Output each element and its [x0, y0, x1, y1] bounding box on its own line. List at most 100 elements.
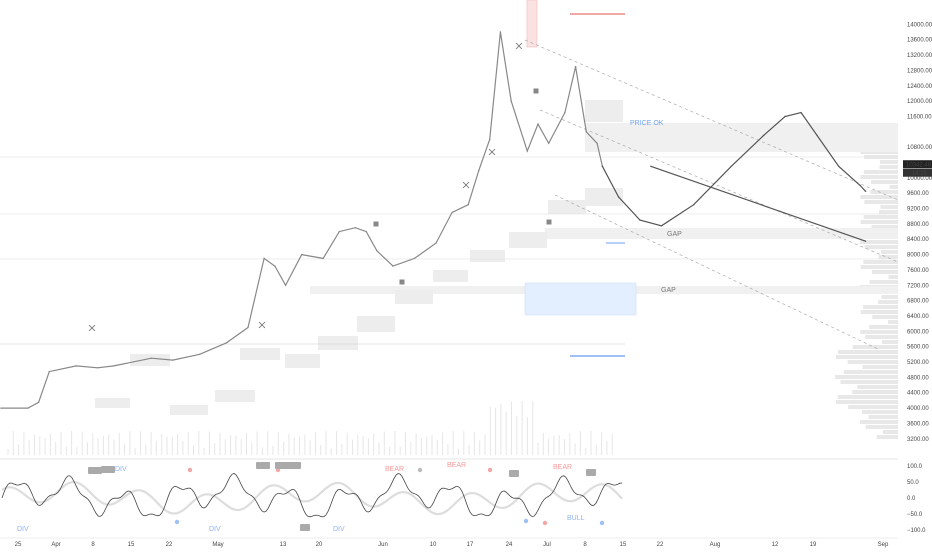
- signal-dot: [487, 467, 493, 473]
- range-box: [395, 290, 433, 304]
- volume-profile-bar: [887, 320, 898, 324]
- price-point: [730, 165, 732, 167]
- volume-profile-bar: [881, 295, 898, 299]
- y-tick-label: 4800.00: [907, 375, 929, 381]
- osc-y-tick-label: −50.0: [907, 512, 923, 518]
- range-box: [318, 336, 358, 350]
- volume-profile-bar: [852, 390, 898, 394]
- y-tick-label: 5600.00: [907, 345, 929, 351]
- range-box: [285, 354, 320, 368]
- square-marker: [533, 88, 539, 94]
- volume-profile-bar: [863, 260, 898, 264]
- oscillator-signal-label: BEAR: [553, 464, 572, 471]
- y-tick-label: 6400.00: [907, 314, 929, 320]
- x-tick-label: 19: [810, 542, 817, 548]
- signal-dot: [417, 467, 423, 473]
- y-tick-label: 13600.00: [907, 38, 932, 44]
- volume-profile-bar: [869, 325, 898, 329]
- price-point: [338, 230, 340, 233]
- price-point: [322, 257, 324, 260]
- x-tick-label: 22: [657, 542, 664, 548]
- x-tick-label: 15: [620, 542, 627, 548]
- price-point: [650, 165, 652, 167]
- price-point: [864, 240, 867, 242]
- volume-profile-bar: [863, 170, 898, 174]
- price-point: [225, 342, 228, 344]
- volume-profile-bar: [871, 225, 898, 229]
- x-tick-label: 25: [15, 542, 22, 548]
- annotation-label: GAP: [667, 231, 682, 238]
- volume-profile-bar: [864, 200, 898, 204]
- oscillator-signal-label: DIV: [17, 526, 29, 533]
- volume-profile-bar: [852, 345, 898, 349]
- price-point: [574, 65, 577, 68]
- osc-y-tick-label: −100.0: [907, 528, 926, 534]
- price-point: [392, 265, 394, 267]
- price-point: [537, 123, 539, 125]
- y-tick-label: 4000.00: [907, 406, 929, 412]
- oscillator-signal-label: DIV: [115, 466, 127, 473]
- oscillator-signal-label: DIV: [333, 526, 345, 533]
- price-point: [354, 227, 357, 229]
- price-point: [435, 242, 437, 244]
- volume-profile-bar: [870, 190, 898, 194]
- price-point: [548, 142, 550, 144]
- price-point: [859, 184, 861, 187]
- price-point: [365, 230, 367, 233]
- price-point: [199, 353, 201, 355]
- background-layer: [0, 0, 899, 455]
- volume-profile-bar: [860, 175, 898, 179]
- price-point: [639, 219, 641, 221]
- y-tick-label: 10800.00: [907, 145, 932, 151]
- cross-stroke: [462, 181, 470, 189]
- volume-profile-bar: [843, 370, 898, 374]
- price-series-line-2: [650, 165, 866, 242]
- range-box: [240, 348, 280, 360]
- y-tick-label: 6800.00: [907, 299, 929, 305]
- volume-profile-bar: [879, 165, 898, 169]
- x-tick-label: 12: [772, 542, 779, 548]
- price-point: [467, 204, 469, 206]
- price-point: [37, 401, 40, 403]
- signal-dot: [599, 520, 605, 526]
- y-tick-label: 6000.00: [907, 329, 929, 335]
- trend-channel-line: [539, 109, 899, 263]
- volume-profile-bar: [848, 405, 898, 409]
- square-marker: [399, 279, 405, 285]
- price-label-bg: [903, 160, 932, 169]
- price-point: [601, 165, 604, 167]
- price-point: [510, 100, 512, 102]
- price-label-text: 10342.48: [906, 163, 932, 169]
- oscillator-signal-label: DIV: [209, 526, 221, 533]
- oscillator-signal-label: BULL: [567, 515, 585, 522]
- price-point: [301, 253, 303, 256]
- volume-profile-bar: [860, 330, 898, 334]
- volume-profile-bar: [864, 245, 898, 249]
- volume-profile-bar: [882, 430, 898, 434]
- volume-profile-bar: [881, 340, 898, 344]
- square-marker: [546, 219, 552, 225]
- range-box: [470, 250, 505, 262]
- volume-profile-bar: [871, 180, 898, 184]
- x-tick-label: 8: [583, 542, 587, 548]
- volume-profile-bar: [880, 205, 898, 209]
- price-point: [48, 370, 50, 373]
- y-tick-label: 9600.00: [907, 191, 929, 197]
- volume-profile-bar: [837, 350, 898, 354]
- x-tick-label: Jul: [543, 542, 551, 548]
- volume-profile-bar: [837, 395, 898, 399]
- price-point: [451, 211, 453, 214]
- range-box: [509, 232, 547, 248]
- price-point: [816, 134, 818, 137]
- volume-profile-bar: [860, 195, 898, 199]
- range-box: [95, 398, 130, 408]
- range-box: [548, 200, 586, 214]
- cross-marker: [462, 181, 470, 189]
- volume-profile-bar: [878, 300, 898, 304]
- volume-profile-bar: [880, 250, 898, 254]
- y-tick-label: 11600.00: [907, 115, 932, 121]
- x-tick-label: 17: [467, 542, 474, 548]
- volume-profile-bar: [860, 240, 898, 244]
